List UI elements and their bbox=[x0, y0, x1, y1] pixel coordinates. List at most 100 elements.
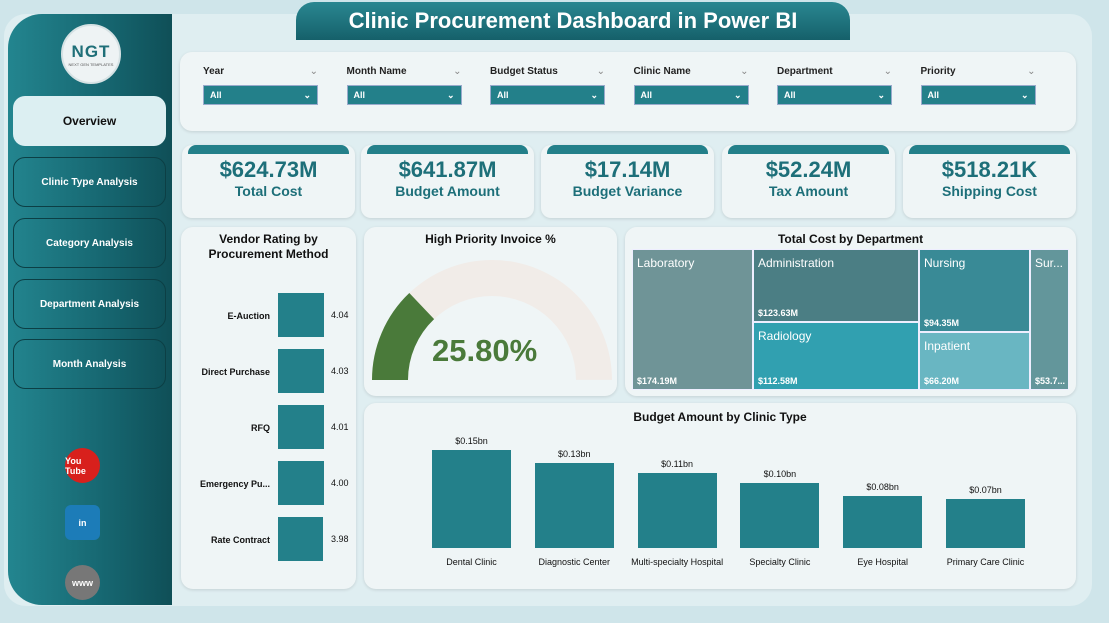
kpi-value: $641.87M bbox=[398, 157, 497, 182]
data-label: 4.04 bbox=[331, 310, 349, 320]
dropdown-value: All bbox=[353, 90, 366, 100]
filter-panel: Year ⌄ All ⌄ Month Name ⌄ All ⌄ Budget Status ⌄ Al… bbox=[180, 52, 1076, 131]
logo-subtext: NEXT GEN TEMPLATES bbox=[68, 61, 114, 67]
chevron-down-icon[interactable]: ⌄ bbox=[1027, 66, 1036, 77]
kpi-label: Budget Amount bbox=[395, 183, 500, 199]
bar[interactable] bbox=[278, 349, 324, 393]
tile-name: Nursing bbox=[924, 256, 966, 270]
kpi-value: $624.73M bbox=[219, 157, 318, 182]
chevron-down-icon[interactable]: ⌄ bbox=[883, 66, 892, 77]
kpi-label: Budget Variance bbox=[572, 183, 683, 199]
filter-clinic-name: Clinic Name ⌄ All ⌄ bbox=[633, 66, 749, 105]
gauge-value: 25.80% bbox=[432, 333, 538, 368]
chevron-down-icon: ⌄ bbox=[446, 89, 455, 100]
sidebar-item-clinic-type-analysis[interactable]: Clinic Type Analysis bbox=[13, 157, 166, 207]
tile-value: $66.20M bbox=[924, 376, 960, 386]
linkedin-icon[interactable]: in bbox=[65, 505, 100, 540]
dropdown-value: All bbox=[640, 90, 653, 100]
filter-year: Year ⌄ All ⌄ bbox=[203, 66, 318, 105]
filter-priority: Priority ⌄ All ⌄ bbox=[920, 66, 1036, 105]
filter-label-text: Month Name bbox=[346, 66, 407, 77]
treemap-tile-administration[interactable]: Administration $123.63M bbox=[753, 249, 919, 322]
tile-name: Sur... bbox=[1035, 256, 1064, 270]
bar[interactable] bbox=[278, 461, 324, 505]
kpi-accent-bar bbox=[909, 145, 1070, 154]
bar[interactable] bbox=[278, 517, 324, 561]
tile-value: $112.58M bbox=[758, 376, 798, 386]
chevron-down-icon: ⌄ bbox=[303, 89, 311, 100]
bar[interactable] bbox=[534, 463, 614, 548]
sidebar-item-month-analysis[interactable]: Month Analysis bbox=[13, 339, 166, 389]
kpi-card-tax-amount: $52.24M Tax Amount bbox=[722, 145, 895, 218]
chevron-down-icon: ⌄ bbox=[877, 89, 885, 100]
bar[interactable] bbox=[432, 450, 511, 548]
sidebar-item-department-analysis[interactable]: Department Analysis bbox=[13, 279, 166, 329]
treemap-tile-sur[interactable]: Sur... $53.7... bbox=[1030, 249, 1069, 390]
category-label: Emergency Pu... bbox=[199, 479, 270, 489]
chevron-down-icon[interactable]: ⌄ bbox=[309, 66, 318, 77]
filter-dropdown[interactable]: All ⌄ bbox=[203, 85, 318, 105]
tile-name: Administration bbox=[758, 256, 835, 270]
filter-dropdown[interactable]: All ⌄ bbox=[777, 85, 892, 105]
filter-label-text: Priority bbox=[920, 66, 956, 77]
category-label: Rate Contract bbox=[210, 535, 270, 545]
budget-by-clinic-chart: Budget Amount by Clinic Type $0.15bn Dent… bbox=[364, 403, 1076, 589]
treemap-tile-nursing[interactable]: Nursing $94.35M bbox=[919, 249, 1030, 332]
kpi-accent-bar bbox=[367, 145, 528, 154]
category-label: Eye Hospital bbox=[857, 557, 908, 567]
filter-dropdown[interactable]: All ⌄ bbox=[920, 85, 1036, 105]
filter-dropdown[interactable]: All ⌄ bbox=[490, 85, 605, 105]
tile-value: $123.63M bbox=[758, 308, 799, 318]
bar[interactable] bbox=[946, 499, 1025, 548]
tile-name: Inpatient bbox=[924, 339, 971, 353]
data-label: $0.15bn bbox=[455, 436, 488, 446]
chart-title: Budget Amount by Clinic Type bbox=[633, 410, 807, 424]
category-label: Multi-specialty Hospital bbox=[631, 557, 724, 567]
globe-icon[interactable]: www bbox=[65, 565, 100, 600]
bar[interactable] bbox=[278, 405, 324, 449]
dropdown-value: All bbox=[784, 90, 796, 100]
treemap-tile-inpatient[interactable]: Inpatient $66.20M bbox=[919, 332, 1030, 390]
data-label: 4.00 bbox=[331, 478, 349, 488]
category-label: RFQ bbox=[251, 423, 270, 433]
filter-label: Budget Status ⌄ bbox=[490, 66, 605, 77]
department-treemap: Total Cost by Department Laboratory $174.… bbox=[625, 227, 1076, 396]
dropdown-value: All bbox=[497, 90, 509, 100]
category-label: E-Auction bbox=[227, 311, 271, 321]
filter-label-text: Year bbox=[203, 66, 225, 77]
chevron-down-icon[interactable]: ⌄ bbox=[453, 66, 462, 77]
filter-label: Month Name ⌄ bbox=[347, 66, 462, 77]
kpi-accent-bar bbox=[188, 145, 349, 154]
filter-label-text: Clinic Name bbox=[633, 66, 691, 77]
kpi-accent-bar bbox=[728, 145, 889, 154]
chart-title: High Priority Invoice % bbox=[425, 232, 556, 246]
chevron-down-icon[interactable]: ⌄ bbox=[740, 66, 749, 77]
sidebar-item-category-analysis[interactable]: Category Analysis bbox=[13, 218, 166, 268]
chevron-down-icon[interactable]: ⌄ bbox=[596, 66, 605, 77]
category-label: Dental Clinic bbox=[446, 557, 497, 567]
filter-dropdown[interactable]: All ⌄ bbox=[633, 85, 749, 105]
data-label: $0.13bn bbox=[558, 449, 591, 460]
kpi-label: Total Cost bbox=[234, 183, 303, 199]
filter-month-name: Month Name ⌄ All ⌄ bbox=[346, 66, 462, 105]
youtube-icon[interactable]: You Tube bbox=[65, 448, 100, 483]
sidebar-item-overview[interactable]: Overview bbox=[13, 96, 166, 146]
bar[interactable] bbox=[843, 495, 923, 548]
category-label: Direct Purchase bbox=[201, 367, 270, 377]
category-label: Specialty Clinic bbox=[749, 557, 811, 567]
bar[interactable] bbox=[637, 472, 717, 548]
chart-title: Total Cost by Department bbox=[777, 232, 924, 246]
dropdown-value: All bbox=[210, 90, 222, 100]
treemap-tile-laboratory[interactable]: Laboratory $174.19M bbox=[632, 249, 753, 390]
tile-value: $174.19M bbox=[637, 376, 678, 386]
bar[interactable] bbox=[278, 293, 324, 337]
bar[interactable] bbox=[740, 482, 820, 548]
treemap-tile-radiology[interactable]: Radiology $112.58M bbox=[753, 322, 919, 390]
kpi-label: Tax Amount bbox=[768, 183, 849, 199]
data-label: $0.11bn bbox=[661, 458, 694, 469]
data-label: 4.03 bbox=[331, 366, 349, 376]
filter-dropdown[interactable]: All ⌄ bbox=[346, 85, 462, 105]
kpi-card-budget-amount: $641.87M Budget Amount bbox=[361, 145, 534, 218]
kpi-card-total-cost: $624.73M Total Cost bbox=[182, 145, 355, 218]
high-priority-gauge: High Priority Invoice % 25.80% bbox=[364, 227, 617, 396]
